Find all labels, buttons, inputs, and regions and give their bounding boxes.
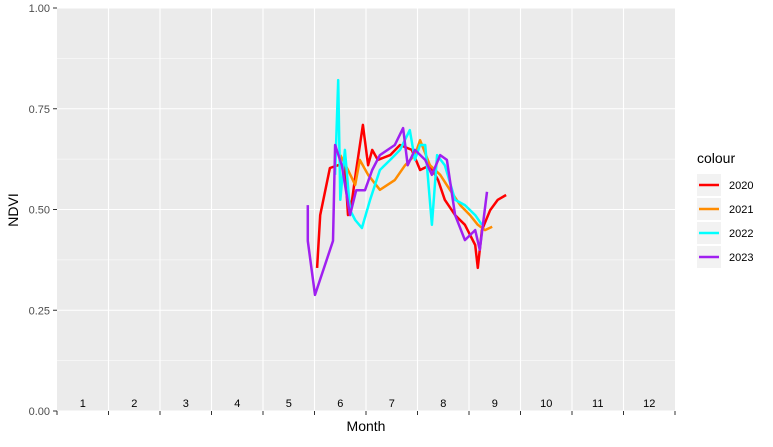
month-label: 6 [337,398,343,410]
y-tick-label: 0.25 [29,305,50,317]
month-label: 5 [286,398,292,410]
month-label: 9 [492,398,498,410]
month-label: 1 [80,398,86,410]
legend-title: colour [697,150,735,166]
legend-label: 2020 [729,180,753,192]
month-label: 2 [131,398,137,410]
y-axis-title: NDVI [5,193,21,226]
y-tick-label: 0.00 [29,406,50,418]
month-label: 10 [540,398,552,410]
series-line [339,138,493,232]
series-line [315,123,507,270]
month-label: 3 [183,398,189,410]
x-axis-title: Month [347,418,386,434]
legend-label: 2023 [729,252,753,264]
month-label: 7 [389,398,395,410]
series-line [306,126,489,297]
month-label: 4 [234,398,240,410]
y-tick-label: 1.00 [29,3,50,15]
y-tick-label: 0.50 [29,205,50,217]
legend-label: 2021 [729,204,753,216]
y-tick-label: 0.75 [29,104,50,116]
month-label: 12 [643,398,655,410]
month-label: 8 [440,398,446,410]
month-label: 11 [592,398,603,410]
legend-label: 2022 [729,228,753,240]
